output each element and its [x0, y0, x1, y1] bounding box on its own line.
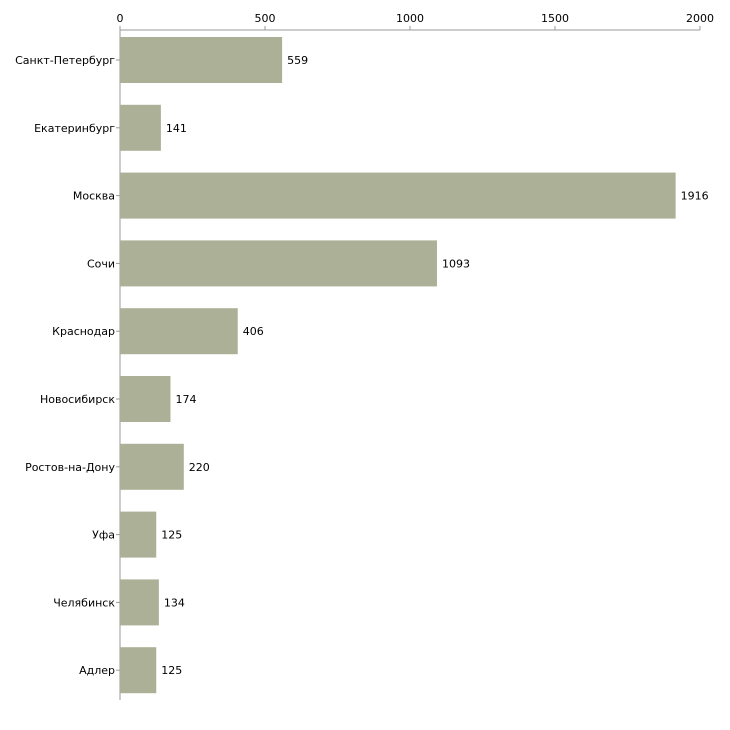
category-label: Краснодар	[52, 325, 115, 338]
category-label: Екатеринбург	[34, 122, 115, 135]
value-label: 1916	[681, 190, 709, 203]
value-label: 559	[287, 54, 308, 67]
value-label: 141	[166, 122, 187, 135]
bar	[120, 579, 159, 626]
bar	[120, 511, 157, 558]
value-label: 134	[164, 596, 185, 609]
labels-layer: Санкт-Петербург 559 Екатеринбург 141 Москва 1…	[15, 54, 709, 677]
value-label: 125	[161, 664, 182, 677]
category-label: Адлер	[79, 664, 115, 677]
x-tick-label: 500	[255, 12, 276, 25]
value-label: 125	[161, 529, 182, 542]
value-label: 174	[175, 393, 196, 406]
bar	[120, 172, 676, 219]
category-label: Уфа	[92, 529, 115, 542]
category-label: Санкт-Петербург	[15, 54, 115, 67]
category-label: Сочи	[87, 257, 115, 270]
category-label: Челябинск	[53, 596, 115, 609]
x-tick-label: 0	[117, 12, 124, 25]
bar	[120, 443, 184, 490]
category-label: Москва	[73, 190, 115, 203]
value-label: 220	[189, 461, 210, 474]
bar	[120, 647, 157, 694]
value-label: 1093	[442, 257, 470, 270]
axis-layer: 0 500 1000 1500 2000	[116, 12, 714, 700]
category-label: Новосибирск	[40, 393, 115, 406]
x-tick-label: 1000	[396, 12, 424, 25]
x-tick-label: 1500	[541, 12, 569, 25]
bar	[120, 308, 238, 355]
category-label: Ростов-на-Дону	[25, 461, 115, 474]
bar	[120, 240, 437, 287]
value-label: 406	[243, 325, 264, 338]
bars-layer	[120, 37, 676, 694]
bar	[120, 37, 283, 83]
x-tick-label: 2000	[686, 12, 714, 25]
bar	[120, 376, 171, 422]
bar	[120, 104, 161, 151]
